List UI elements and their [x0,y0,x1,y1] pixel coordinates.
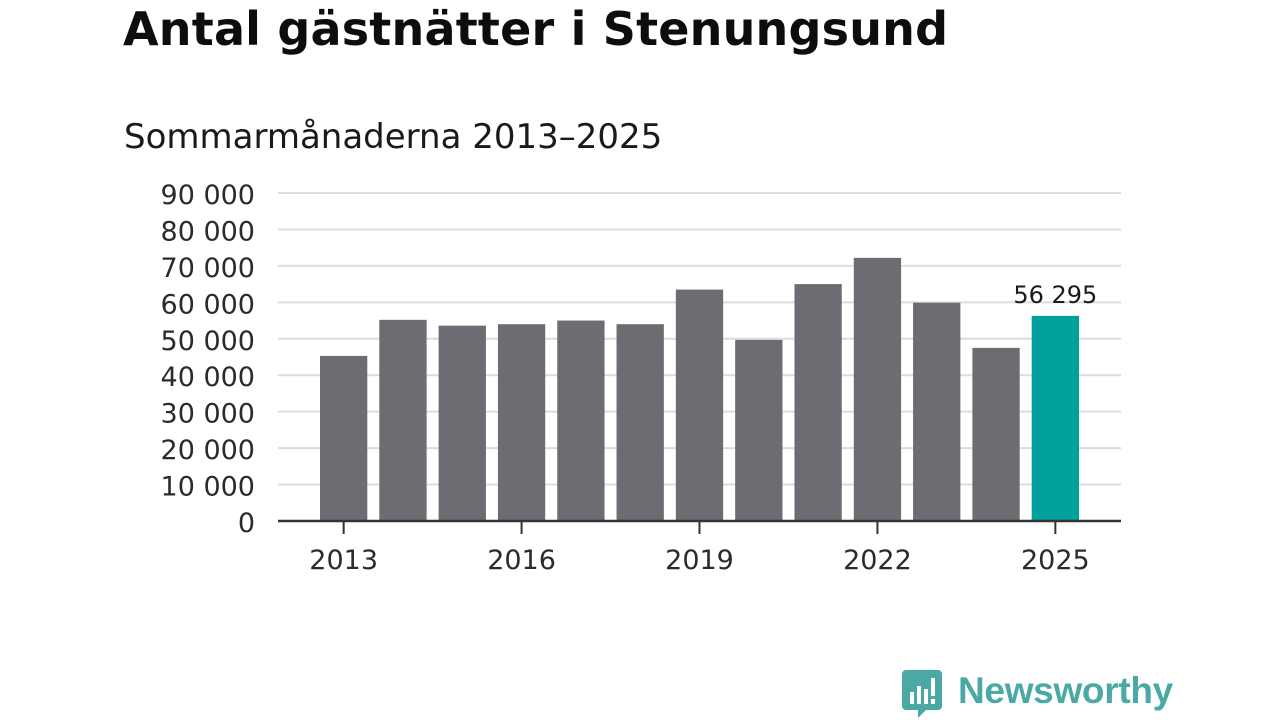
bar-2019 [675,289,724,521]
bars [320,257,1079,521]
y-tick-label: 20 000 [161,435,255,466]
y-tick-label: 90 000 [161,180,255,211]
bar-2022 [853,257,902,521]
y-tick-label: 50 000 [161,326,255,357]
x-tick-label: 2013 [309,545,378,576]
bar-2017 [557,320,605,521]
newsworthy-logo-icon [902,670,942,718]
chart-title: Antal gästnätter i Stenungsund [123,2,949,56]
bar-2023 [913,302,961,521]
y-tick-label: 70 000 [161,253,255,284]
chart-subtitle: Sommarmånaderna 2013–2025 [124,117,663,157]
bar-2025 [1031,315,1079,521]
data-labels: 56 295 [1013,281,1097,309]
bar-2018 [616,324,664,521]
bar-2015 [438,325,486,521]
y-tick-label: 0 [238,508,255,539]
bar-2013 [320,355,368,521]
y-tick-label: 80 000 [161,216,255,247]
x-tick-label: 2025 [1021,545,1090,576]
bar-2021 [794,284,842,521]
y-tick-label: 60 000 [161,289,255,320]
x-tick-label: 2022 [843,545,912,576]
newsworthy-brand[interactable]: Newsworthy [902,670,1173,720]
bar-2024 [972,347,1020,521]
bar-2020 [735,339,783,521]
data-label: 56 295 [1013,281,1097,309]
bar-2014 [379,319,427,521]
y-tick-label: 10 000 [161,472,255,503]
bar-2016 [497,324,546,521]
x-axis-tick-labels: 2013 2016 2019 2022 2025 [309,521,1090,576]
y-tick-label: 40 000 [161,362,255,393]
y-tick-label: 30 000 [161,399,255,430]
brand-name: Newsworthy [958,670,1173,711]
x-tick-label: 2016 [487,545,556,576]
y-axis-tick-labels: 0 10 000 20 000 30 000 40 000 50 000 60 000 70 … [161,180,255,539]
x-tick-label: 2019 [665,545,734,576]
